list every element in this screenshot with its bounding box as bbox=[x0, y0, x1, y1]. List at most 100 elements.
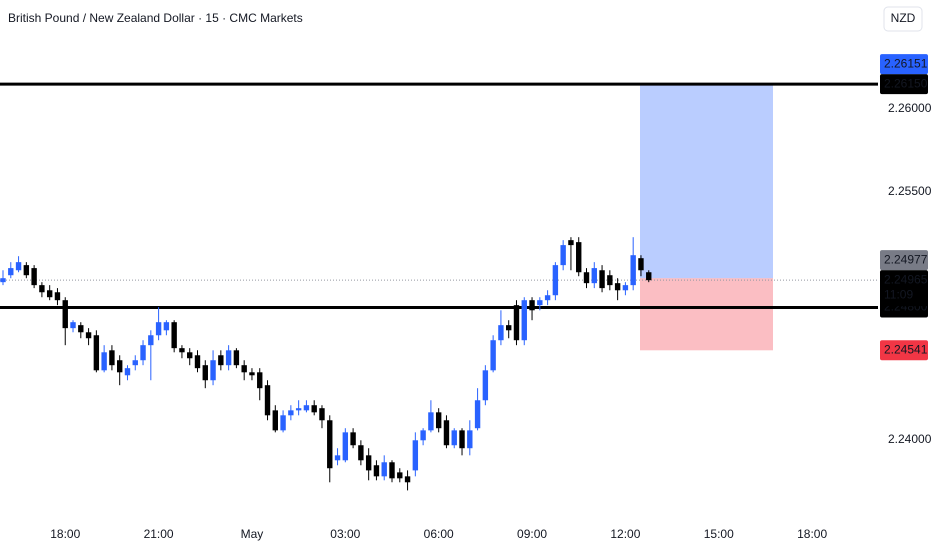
candle-body bbox=[218, 355, 224, 366]
candle-body bbox=[568, 240, 574, 246]
candle-body bbox=[202, 365, 208, 381]
candle-body bbox=[552, 265, 559, 296]
candle-body bbox=[171, 322, 177, 349]
candle-body bbox=[420, 430, 426, 441]
candle-body bbox=[163, 322, 170, 331]
stop-zone bbox=[640, 278, 773, 351]
candle-body bbox=[179, 348, 185, 353]
candle-body bbox=[85, 332, 92, 339]
position-price-label: 2.24977 bbox=[884, 252, 928, 266]
x-tick-label: 18:00 bbox=[797, 527, 827, 541]
candle-body bbox=[132, 360, 138, 366]
candle-body bbox=[327, 420, 333, 469]
candle-body bbox=[23, 265, 30, 276]
candle-body bbox=[467, 430, 473, 449]
candle-body bbox=[529, 300, 535, 311]
price-label-box bbox=[880, 74, 928, 95]
candle-body bbox=[630, 255, 636, 286]
chart-title: British Pound / New Zealand Dollar · 15 … bbox=[8, 11, 303, 25]
candle-body bbox=[591, 268, 597, 284]
level-price-label: 2.26150 bbox=[884, 76, 928, 90]
price-label-box bbox=[880, 54, 928, 75]
candle-body bbox=[490, 340, 496, 371]
candle-body bbox=[560, 245, 566, 266]
x-tick-label: 06:00 bbox=[424, 527, 454, 541]
x-tick-label: 18:00 bbox=[50, 527, 80, 541]
candle-body bbox=[389, 462, 395, 479]
candle-body bbox=[249, 372, 255, 376]
candle-body bbox=[482, 370, 489, 401]
candle-body bbox=[280, 415, 286, 431]
candle-body bbox=[148, 335, 154, 346]
candle-body bbox=[474, 400, 481, 429]
y-tick-label: 2.24000 bbox=[888, 432, 932, 446]
candle-body bbox=[155, 322, 162, 336]
position-price-label: 2.26151 bbox=[884, 56, 928, 70]
candle-body bbox=[62, 300, 68, 329]
candle-body bbox=[498, 325, 504, 341]
candle-body bbox=[31, 268, 37, 286]
axis-layer: 2.26000 2.25500 2.24000 18:00 21:00 May 03:00 0… bbox=[50, 54, 932, 541]
candle-body bbox=[412, 440, 419, 471]
position-price-label: 2.24541 bbox=[884, 342, 928, 356]
candle-body bbox=[614, 283, 621, 291]
candle-body bbox=[599, 270, 605, 289]
x-tick-label: May bbox=[241, 527, 264, 541]
target-zone bbox=[640, 84, 773, 279]
candle-body bbox=[54, 292, 61, 301]
currency-label[interactable]: NZD bbox=[891, 11, 916, 25]
candle-body bbox=[319, 408, 325, 421]
currency-button[interactable] bbox=[883, 6, 923, 32]
candle-body bbox=[210, 360, 216, 381]
candle-body bbox=[607, 275, 613, 286]
x-tick-label: 21:00 bbox=[144, 527, 174, 541]
candle-body bbox=[334, 455, 341, 461]
candle-body bbox=[373, 465, 380, 477]
candle-body bbox=[117, 360, 123, 373]
candle-body bbox=[0, 278, 6, 283]
price-label-box bbox=[880, 250, 928, 271]
candle-body bbox=[443, 420, 450, 446]
line-layer bbox=[0, 82, 878, 309]
candle-body bbox=[451, 430, 457, 446]
candle-body bbox=[109, 350, 115, 366]
last-price-label: 2.24965 bbox=[884, 272, 928, 286]
x-tick-label: 12:00 bbox=[610, 527, 640, 541]
y-tick-label: 2.26000 bbox=[888, 101, 932, 115]
candle-body bbox=[288, 410, 294, 416]
candle-body bbox=[303, 405, 310, 411]
price-label-box bbox=[880, 340, 928, 361]
candle-body bbox=[187, 352, 193, 359]
candle-body bbox=[225, 350, 232, 366]
candle-body bbox=[233, 350, 240, 366]
candle-body bbox=[513, 305, 520, 341]
candle-body bbox=[537, 300, 543, 306]
candle-body bbox=[638, 258, 644, 271]
candle-body bbox=[295, 408, 302, 411]
candle-body bbox=[70, 322, 76, 329]
candle-body bbox=[15, 262, 22, 271]
candle-body bbox=[576, 242, 582, 273]
candle-body bbox=[459, 430, 465, 449]
candle-body bbox=[78, 325, 84, 333]
x-tick-label: 09:00 bbox=[517, 527, 547, 541]
candle-body bbox=[8, 268, 14, 276]
candle-body bbox=[583, 272, 590, 284]
countdown-label: 11:09 bbox=[884, 287, 913, 301]
candle-body bbox=[264, 385, 271, 416]
candle-body bbox=[358, 445, 364, 461]
candle-body bbox=[404, 476, 411, 483]
candle-body bbox=[544, 295, 551, 301]
candle-body bbox=[365, 455, 372, 471]
candle-body bbox=[140, 345, 146, 361]
candle-body bbox=[381, 462, 387, 477]
candle-body bbox=[257, 372, 263, 389]
candle-body bbox=[46, 290, 53, 298]
candle-body bbox=[342, 432, 349, 461]
candle-body bbox=[39, 285, 45, 293]
candle-body bbox=[506, 325, 512, 331]
position-layer bbox=[640, 84, 773, 351]
x-tick-label: 03:00 bbox=[330, 527, 360, 541]
x-tick-label: 15:00 bbox=[704, 527, 734, 541]
